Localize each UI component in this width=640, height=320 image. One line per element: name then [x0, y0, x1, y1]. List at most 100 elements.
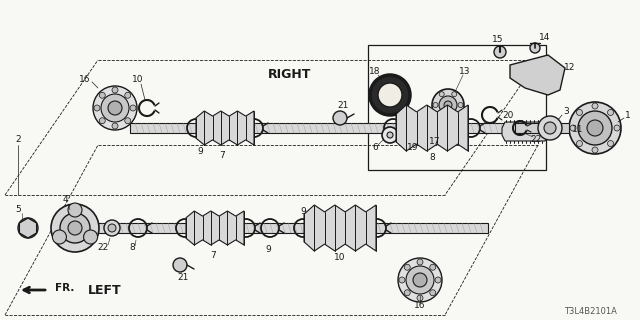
Circle shape	[409, 124, 421, 136]
Circle shape	[108, 224, 116, 232]
Circle shape	[370, 75, 410, 115]
Circle shape	[458, 102, 463, 108]
Circle shape	[429, 290, 436, 296]
Circle shape	[84, 230, 97, 244]
Circle shape	[530, 43, 540, 53]
Circle shape	[614, 125, 620, 131]
Text: 9: 9	[265, 245, 271, 254]
Circle shape	[577, 109, 582, 116]
Circle shape	[404, 264, 410, 270]
Circle shape	[333, 111, 347, 125]
Text: 10: 10	[132, 76, 144, 84]
Text: 22: 22	[531, 135, 541, 145]
Circle shape	[382, 127, 398, 143]
Text: 5: 5	[15, 205, 21, 214]
Polygon shape	[55, 223, 488, 233]
Circle shape	[125, 92, 131, 98]
Text: 17: 17	[429, 138, 441, 147]
Text: FR.: FR.	[55, 283, 74, 293]
Circle shape	[433, 102, 438, 108]
Text: 9: 9	[197, 148, 203, 156]
Text: 1: 1	[625, 110, 631, 119]
Text: 21: 21	[337, 100, 349, 109]
Text: T3L4B2101A: T3L4B2101A	[564, 308, 616, 316]
Circle shape	[398, 258, 442, 302]
Circle shape	[592, 147, 598, 153]
Circle shape	[99, 118, 105, 124]
Circle shape	[452, 113, 457, 118]
Circle shape	[399, 277, 405, 283]
Text: 7: 7	[219, 150, 225, 159]
Circle shape	[417, 259, 423, 265]
Circle shape	[60, 213, 90, 243]
Circle shape	[439, 92, 444, 97]
Text: 13: 13	[460, 68, 471, 76]
Polygon shape	[502, 122, 548, 141]
Circle shape	[130, 105, 136, 111]
Circle shape	[439, 113, 444, 118]
Circle shape	[538, 116, 562, 140]
Bar	[368, 45, 546, 170]
Text: 21: 21	[177, 274, 189, 283]
Circle shape	[494, 46, 506, 58]
Text: 20: 20	[502, 110, 514, 119]
Circle shape	[607, 140, 614, 147]
Polygon shape	[186, 211, 244, 245]
Circle shape	[93, 86, 137, 130]
Circle shape	[592, 103, 598, 109]
Circle shape	[94, 105, 100, 111]
Text: 7: 7	[210, 251, 216, 260]
Circle shape	[417, 295, 423, 301]
Text: 12: 12	[564, 63, 576, 73]
Circle shape	[173, 258, 187, 272]
Circle shape	[429, 264, 436, 270]
Text: 16: 16	[79, 76, 91, 84]
Circle shape	[104, 220, 120, 236]
Circle shape	[108, 101, 122, 115]
Circle shape	[406, 266, 434, 294]
Text: RIGHT: RIGHT	[268, 68, 312, 82]
Circle shape	[587, 120, 603, 136]
Circle shape	[435, 277, 441, 283]
Text: LEFT: LEFT	[88, 284, 122, 297]
Polygon shape	[510, 55, 565, 95]
Text: 18: 18	[369, 68, 381, 76]
Circle shape	[452, 92, 457, 97]
Circle shape	[413, 273, 427, 287]
Text: 22: 22	[97, 244, 109, 252]
Circle shape	[112, 123, 118, 129]
Polygon shape	[196, 111, 254, 145]
Text: 8: 8	[129, 244, 135, 252]
Text: 8: 8	[429, 154, 435, 163]
Circle shape	[387, 132, 393, 138]
Text: 15: 15	[492, 36, 504, 44]
Circle shape	[570, 125, 576, 131]
Polygon shape	[130, 123, 515, 133]
Circle shape	[112, 87, 118, 93]
Text: 2: 2	[15, 135, 21, 145]
Circle shape	[52, 230, 67, 244]
Circle shape	[125, 118, 131, 124]
Polygon shape	[396, 105, 468, 151]
Text: 6: 6	[372, 143, 378, 153]
Circle shape	[68, 221, 82, 235]
Circle shape	[99, 92, 105, 98]
Polygon shape	[304, 205, 376, 251]
Circle shape	[101, 94, 129, 122]
Circle shape	[18, 218, 38, 238]
Text: 4: 4	[62, 196, 68, 204]
Circle shape	[68, 203, 82, 217]
Circle shape	[51, 204, 99, 252]
Text: 10: 10	[334, 252, 346, 261]
Polygon shape	[515, 123, 569, 133]
Circle shape	[569, 102, 621, 154]
Circle shape	[544, 122, 556, 134]
Circle shape	[607, 109, 614, 116]
Circle shape	[378, 83, 402, 107]
Circle shape	[577, 140, 582, 147]
Text: 19: 19	[407, 143, 419, 153]
Text: 11: 11	[572, 125, 584, 134]
Polygon shape	[19, 218, 36, 238]
Text: 14: 14	[540, 34, 550, 43]
Circle shape	[432, 89, 464, 121]
